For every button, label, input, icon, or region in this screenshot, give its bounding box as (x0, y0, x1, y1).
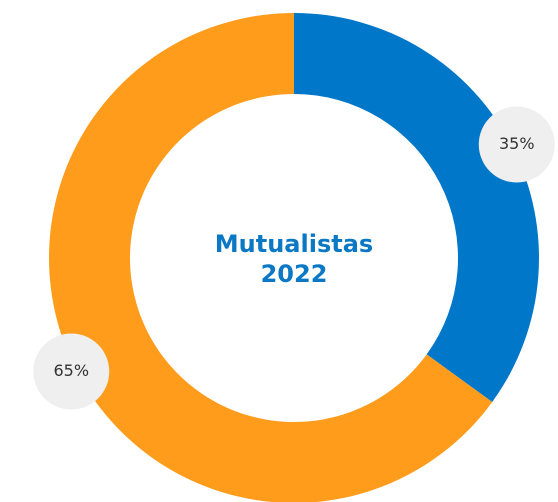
data-label: 65% (53, 361, 89, 380)
label-bubble (478, 106, 555, 183)
donut-segment (49, 13, 493, 502)
label-bubble (33, 333, 110, 410)
center-title: 2022 (261, 260, 328, 288)
donut-segment (294, 13, 539, 403)
data-label: 35% (499, 134, 535, 153)
center-title: Mutualistas (215, 230, 373, 258)
